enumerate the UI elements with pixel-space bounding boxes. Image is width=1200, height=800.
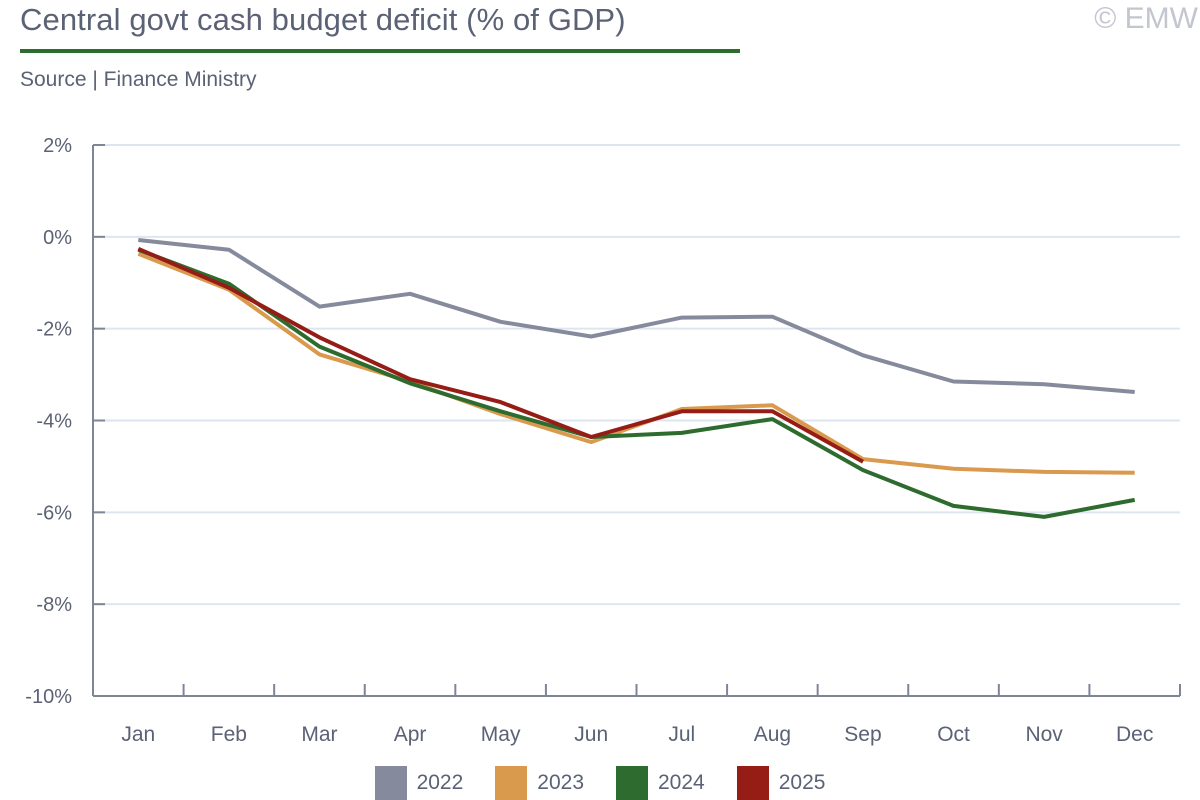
series-line-2024 bbox=[137, 247, 1136, 519]
y-tick-label: -8% bbox=[36, 594, 72, 616]
legend-swatch bbox=[374, 766, 407, 800]
series-line-2025 bbox=[137, 246, 864, 464]
title-underline bbox=[20, 49, 740, 53]
source-label: Source | Finance Ministry bbox=[20, 68, 257, 91]
legend-label: 2023 bbox=[537, 771, 584, 794]
y-tick-label: -2% bbox=[36, 319, 72, 341]
legend-swatch bbox=[616, 766, 648, 800]
x-tick-label: Feb bbox=[211, 723, 247, 746]
legend-item-2024: 2024 bbox=[616, 766, 705, 800]
x-tick-label: Apr bbox=[394, 723, 427, 746]
series-line-2022 bbox=[138, 238, 1135, 394]
x-tick-label: Dec bbox=[1116, 723, 1153, 746]
legend-item-2025: 2025 bbox=[736, 766, 826, 800]
x-tick-label: Aug bbox=[754, 723, 791, 746]
x-tick-label: Jun bbox=[574, 723, 608, 746]
x-tick-label: Jan bbox=[121, 723, 155, 746]
legend-label: 2024 bbox=[658, 771, 705, 794]
legend-swatch bbox=[736, 766, 769, 800]
x-tick-label: May bbox=[481, 723, 521, 746]
y-tick-label: 2% bbox=[43, 135, 72, 157]
y-tick-label: 0% bbox=[43, 227, 72, 249]
legend-item-2022: 2022 bbox=[374, 766, 464, 800]
y-tick-label: -4% bbox=[36, 411, 72, 433]
y-tick-label: -10% bbox=[25, 686, 72, 708]
legend-label: 2022 bbox=[416, 771, 464, 794]
copyright-label: © EMW bbox=[1094, 2, 1198, 35]
legend: 2022 2023 2024 2025 bbox=[0, 766, 1200, 800]
x-tick-label: Oct bbox=[937, 723, 970, 746]
x-tick-label: Sep bbox=[844, 723, 881, 746]
chart-title: Central govt cash budget deficit (% of G… bbox=[20, 2, 626, 37]
x-tick-label: Mar bbox=[301, 723, 337, 746]
x-tick-label: Nov bbox=[1025, 723, 1063, 746]
legend-item-2023: 2023 bbox=[495, 766, 584, 800]
legend-swatch bbox=[495, 766, 528, 800]
y-tick-label: -6% bbox=[36, 502, 72, 524]
x-tick-label: Jul bbox=[668, 723, 695, 746]
legend-label: 2025 bbox=[778, 771, 826, 794]
